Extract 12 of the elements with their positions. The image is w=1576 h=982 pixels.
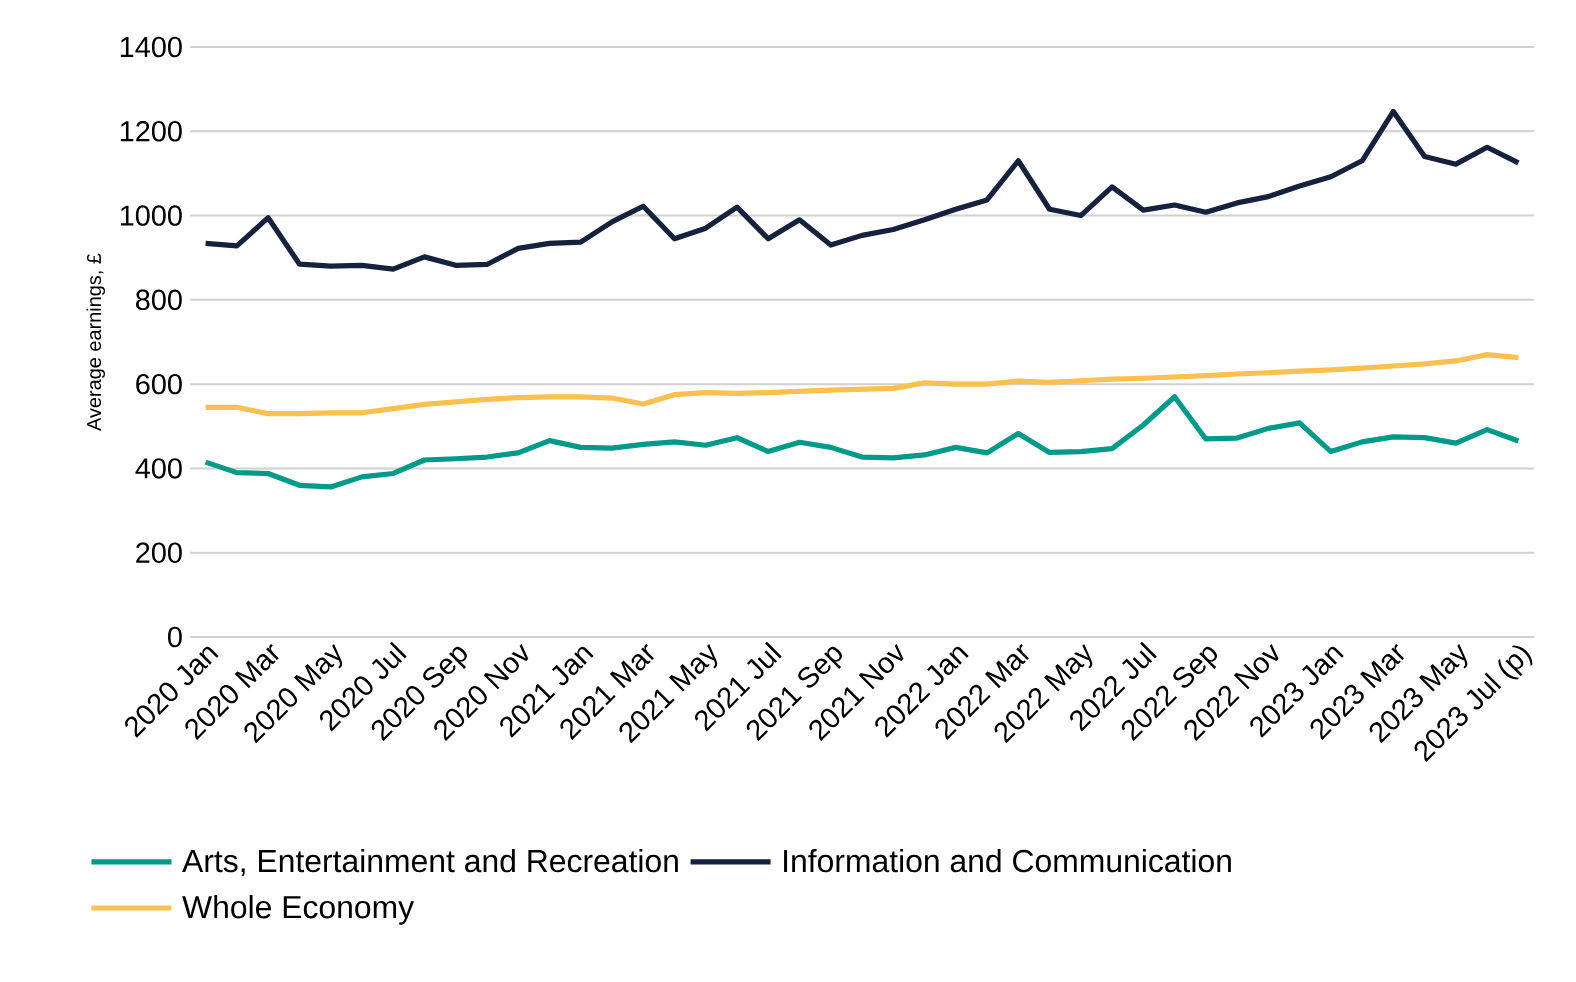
y-tick-label: 1000 — [120, 205, 182, 226]
y-tick-label: 400 — [135, 458, 182, 479]
y-tick-label: 0 — [168, 626, 182, 648]
y-tick-label: 800 — [136, 289, 182, 311]
legend-label: Arts, Entertainment and Recreation — [182, 848, 678, 877]
y-tick-label: 1200 — [120, 121, 182, 142]
y-tick-label: 1400 — [120, 36, 182, 58]
legend-label: Information and Communication — [784, 848, 1231, 873]
legend-label: Whole Economy — [182, 894, 415, 925]
y-axis-title: Average earnings, £ — [86, 253, 105, 431]
y-tick-label: 200 — [136, 542, 182, 563]
y-tick-label: 600 — [136, 373, 182, 395]
